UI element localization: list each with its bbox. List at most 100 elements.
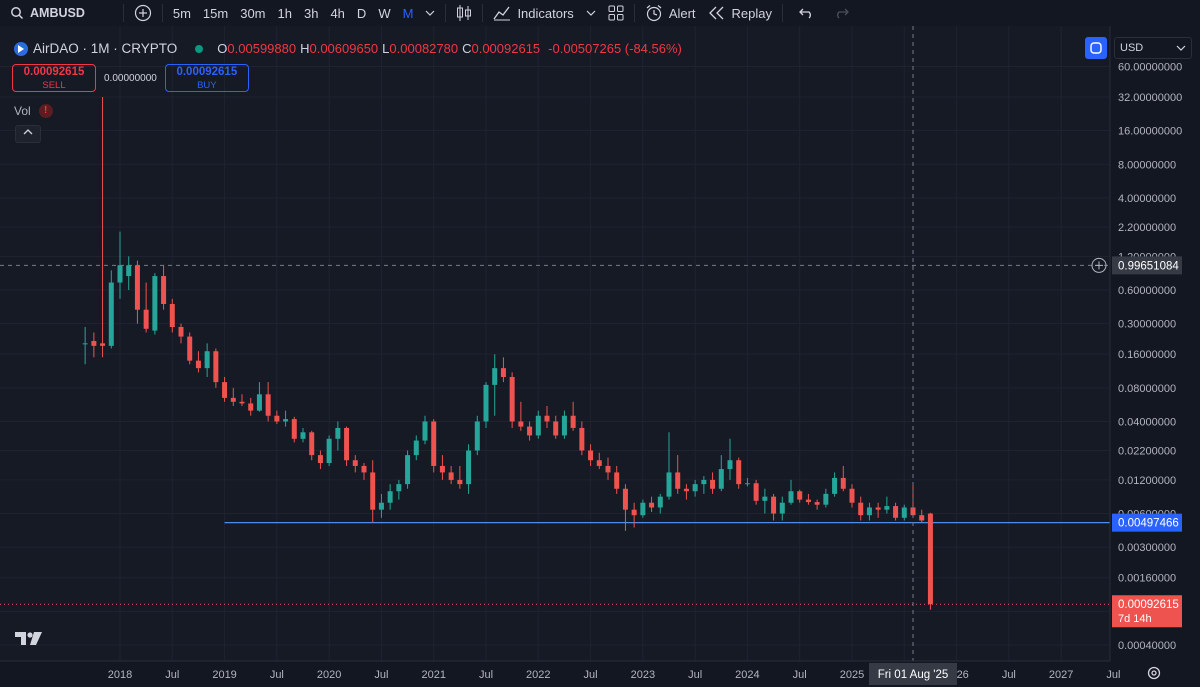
- candle-body: [370, 472, 376, 510]
- add-alert-icon[interactable]: [1091, 257, 1107, 273]
- interval-5m[interactable]: 5m: [172, 5, 191, 21]
- price-tick-label: 0.04000000: [1118, 416, 1176, 428]
- candle-up: [474, 415, 480, 456]
- candle-down: [274, 410, 280, 424]
- candle-up: [692, 479, 698, 497]
- candle-up: [300, 427, 306, 443]
- candle-up: [561, 410, 567, 439]
- time-tick-label: Jul: [1106, 669, 1120, 681]
- interval-3h[interactable]: 3h: [303, 5, 319, 21]
- candle-down: [195, 351, 201, 373]
- buy-label: BUY: [197, 80, 217, 91]
- close-value: 0.00092615: [471, 41, 541, 56]
- price-labels: 0.99651084 0.00497466 0.00092615 7d 14h Fri …: [869, 256, 1182, 685]
- replay-button[interactable]: Replay: [702, 0, 778, 26]
- candle-down: [814, 499, 820, 510]
- interval-1h[interactable]: 1h: [277, 5, 292, 21]
- interval-15m[interactable]: 15m: [202, 5, 229, 21]
- candle-down: [614, 465, 620, 494]
- candle-body: [614, 472, 620, 489]
- buy-button[interactable]: 0.00092615 BUY: [164, 64, 249, 92]
- time-tick-label: 2022: [526, 669, 550, 681]
- time-tick-label: 2024: [735, 669, 759, 681]
- price-tick-label: 0.00040000: [1118, 640, 1176, 652]
- price-tick-label: 8.00000000: [1118, 159, 1176, 171]
- interval-d[interactable]: D: [356, 5, 367, 21]
- candle-body: [927, 513, 933, 605]
- candle-up: [82, 327, 88, 365]
- chevron-down-icon: [586, 10, 596, 16]
- candle-up: [701, 476, 707, 494]
- crosshair-date-bg: [869, 663, 957, 685]
- candle-body: [631, 509, 637, 516]
- divider: [445, 4, 447, 22]
- chart-type-button[interactable]: [450, 0, 478, 26]
- undo-button[interactable]: [793, 0, 821, 26]
- redo-button[interactable]: [827, 0, 855, 26]
- candle-up: [483, 382, 489, 428]
- interval-m[interactable]: M: [402, 5, 414, 21]
- candle-body: [291, 419, 297, 439]
- symbol-search[interactable]: AMBUSD: [0, 0, 91, 26]
- compare-button[interactable]: [128, 0, 158, 26]
- candles-layer: [82, 97, 933, 610]
- candle-body: [849, 488, 855, 503]
- tradingview-logo-icon[interactable]: [14, 630, 44, 646]
- indicators-button[interactable]: Indicators: [487, 0, 579, 26]
- interval-w[interactable]: W: [378, 5, 391, 21]
- candle-down: [352, 455, 358, 473]
- candle-body: [535, 415, 541, 436]
- candle-down: [805, 493, 811, 505]
- currency-select[interactable]: USD: [1114, 37, 1192, 59]
- sync-icon: [1090, 42, 1102, 54]
- candle-down: [710, 472, 716, 494]
- price-chart[interactable]: 60.00000000 32.00000000 16.00000000 8.00000…: [0, 26, 1200, 687]
- candle-down: [527, 421, 533, 441]
- volume-legend[interactable]: Vol !: [14, 104, 53, 118]
- interval-dropdown[interactable]: [419, 0, 441, 26]
- interval-30m[interactable]: 30m: [240, 5, 266, 21]
- candle-down: [544, 406, 550, 428]
- candle-down: [457, 465, 463, 489]
- candle-body: [274, 415, 280, 422]
- candle-body: [309, 432, 315, 456]
- candle-body: [622, 488, 628, 510]
- sync-button[interactable]: [1085, 37, 1107, 59]
- candle-body: [910, 507, 916, 516]
- candle-up: [396, 479, 402, 500]
- time-tick-label: 2019: [212, 669, 236, 681]
- sell-button[interactable]: 0.00092615 SELL: [12, 64, 96, 92]
- price-tick-label: 32.00000000: [1118, 92, 1182, 104]
- indicators-dropdown[interactable]: [580, 0, 602, 26]
- price-tick-label: 0.01200000: [1118, 475, 1176, 487]
- candle-body: [466, 450, 472, 485]
- candle-down: [927, 512, 933, 610]
- candle-up: [744, 477, 750, 487]
- candle-down: [239, 394, 245, 407]
- symbol-title[interactable]: AirDAO · 1M · CRYPTO: [33, 41, 178, 56]
- price-tick-label: 16.00000000: [1118, 126, 1182, 138]
- warning-icon[interactable]: !: [38, 104, 53, 118]
- candle-body: [492, 368, 498, 385]
- candle-body: [361, 465, 367, 473]
- alert-button[interactable]: Alert: [639, 0, 702, 26]
- divider: [122, 4, 124, 22]
- candle-up: [832, 472, 838, 497]
- interval-4h[interactable]: 4h: [330, 5, 345, 21]
- candle-down: [500, 357, 506, 383]
- gear-icon[interactable]: [1146, 665, 1162, 681]
- market-status-icon[interactable]: [195, 44, 204, 53]
- candle-body: [152, 276, 158, 331]
- candle-down: [631, 502, 637, 528]
- candle-down: [919, 509, 925, 523]
- candle-down: [579, 421, 585, 456]
- time-tick-label: Jul: [584, 669, 598, 681]
- candle-body: [919, 515, 925, 521]
- candle-down: [570, 401, 576, 431]
- candle-down: [344, 426, 350, 466]
- candle-down: [771, 493, 777, 521]
- collapse-legend-button[interactable]: [15, 125, 41, 143]
- candle-body: [649, 502, 655, 508]
- templates-button[interactable]: [602, 0, 630, 26]
- candle-down: [317, 450, 323, 470]
